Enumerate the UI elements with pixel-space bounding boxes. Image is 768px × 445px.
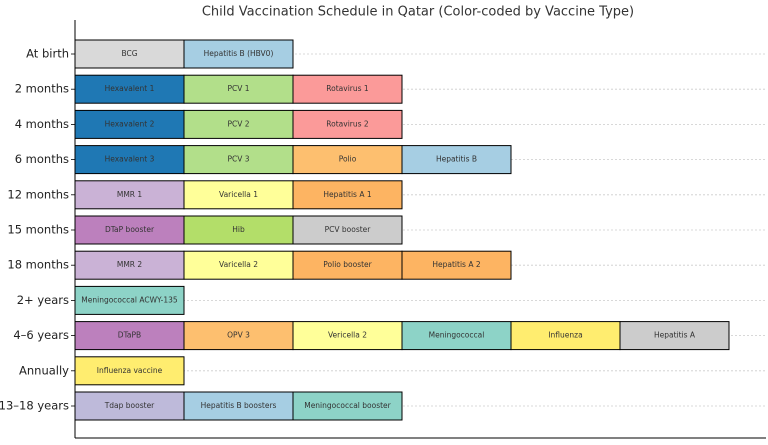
vaccine-label: Polio booster	[323, 260, 372, 269]
row-label: At birth	[26, 47, 69, 61]
row-label: 2 months	[15, 82, 69, 96]
vaccine-label: Polio	[339, 155, 357, 164]
row-label: 12 months	[7, 187, 69, 201]
vaccine-box	[74, 215, 185, 245]
vaccine-box	[401, 250, 512, 280]
vaccine-box	[74, 250, 185, 280]
vaccine-box	[74, 285, 185, 315]
vaccine-label: Meningococcal booster	[304, 401, 391, 410]
vaccine-label: Hexavalent 1	[105, 84, 155, 93]
vaccine-box	[292, 215, 403, 245]
vaccine-box	[183, 250, 294, 280]
vaccine-box	[401, 321, 512, 351]
row-label: 4 months	[15, 117, 69, 131]
vaccine-box	[74, 74, 185, 104]
vaccine-label: OPV 3	[227, 331, 250, 340]
vaccine-box	[74, 180, 185, 210]
vaccine-box	[183, 215, 294, 245]
vaccine-label: Hib	[232, 225, 245, 234]
vaccine-label: Hexavalent 2	[105, 119, 155, 128]
vaccine-label: Hepatitis A	[654, 331, 696, 340]
row-label: 18 months	[7, 258, 69, 272]
vaccine-box	[74, 145, 185, 175]
vaccine-label: Tdap booster	[104, 401, 155, 410]
vaccine-label: PCV booster	[325, 225, 372, 234]
vaccine-label: BCG	[121, 49, 137, 58]
row-label: 4–6 years	[13, 328, 69, 342]
vaccine-box	[292, 109, 403, 139]
vaccine-label: Hepatitis B (HBV0)	[204, 49, 274, 58]
vaccine-box	[401, 145, 512, 175]
vaccine-label: Rotavirus 2	[326, 119, 369, 128]
vaccine-label: DTaP booster	[105, 225, 155, 234]
vaccine-label: PCV 3	[227, 155, 249, 164]
vaccine-label: MMR 2	[117, 260, 143, 269]
vaccine-label: DTaPB	[118, 331, 141, 340]
vaccine-label: Meningococcal ACWY-135	[81, 295, 178, 304]
vaccine-label: Varicella 1	[219, 190, 258, 199]
vaccine-label: Hexavalent 3	[105, 155, 155, 164]
row-label: 6 months	[15, 152, 69, 166]
vaccine-label: Meningococcal	[429, 331, 485, 340]
vaccine-box	[292, 180, 403, 210]
vaccine-box	[183, 145, 294, 175]
vaccine-label: Influenza	[548, 331, 582, 340]
row-label: 2+ years	[17, 293, 69, 307]
vaccine-box	[183, 39, 294, 69]
row-label: 15 months	[7, 223, 69, 237]
vaccine-box	[292, 74, 403, 104]
vaccine-box	[183, 74, 294, 104]
vaccine-label: Influenza vaccine	[97, 366, 163, 375]
vaccine-box	[74, 321, 185, 351]
vaccine-label: Hepatitis A 1	[323, 190, 371, 199]
vaccine-label: Hepatitis B	[436, 155, 477, 164]
chart-title: Child Vaccination Schedule in Qatar (Col…	[202, 5, 634, 20]
vaccine-box	[292, 250, 403, 280]
row-label: 13–18 years	[0, 399, 69, 413]
vaccine-label: Rotavirus 1	[326, 84, 369, 93]
vaccine-label: Vericella 2	[328, 331, 367, 340]
vaccine-label: Hepatitis A 2	[432, 260, 480, 269]
vaccine-label: MMR 1	[117, 190, 143, 199]
vaccine-box	[292, 391, 403, 421]
vaccine-box	[74, 39, 185, 69]
vaccine-label: PCV 2	[227, 119, 249, 128]
vaccine-box	[619, 321, 730, 351]
vaccine-box	[292, 321, 403, 351]
vaccine-box	[183, 180, 294, 210]
vaccine-label: Hepatitis B boosters	[201, 401, 277, 410]
vaccine-label: Varicella 2	[219, 260, 258, 269]
vaccine-label: PCV 1	[227, 84, 249, 93]
row-label: Annually	[19, 363, 69, 377]
